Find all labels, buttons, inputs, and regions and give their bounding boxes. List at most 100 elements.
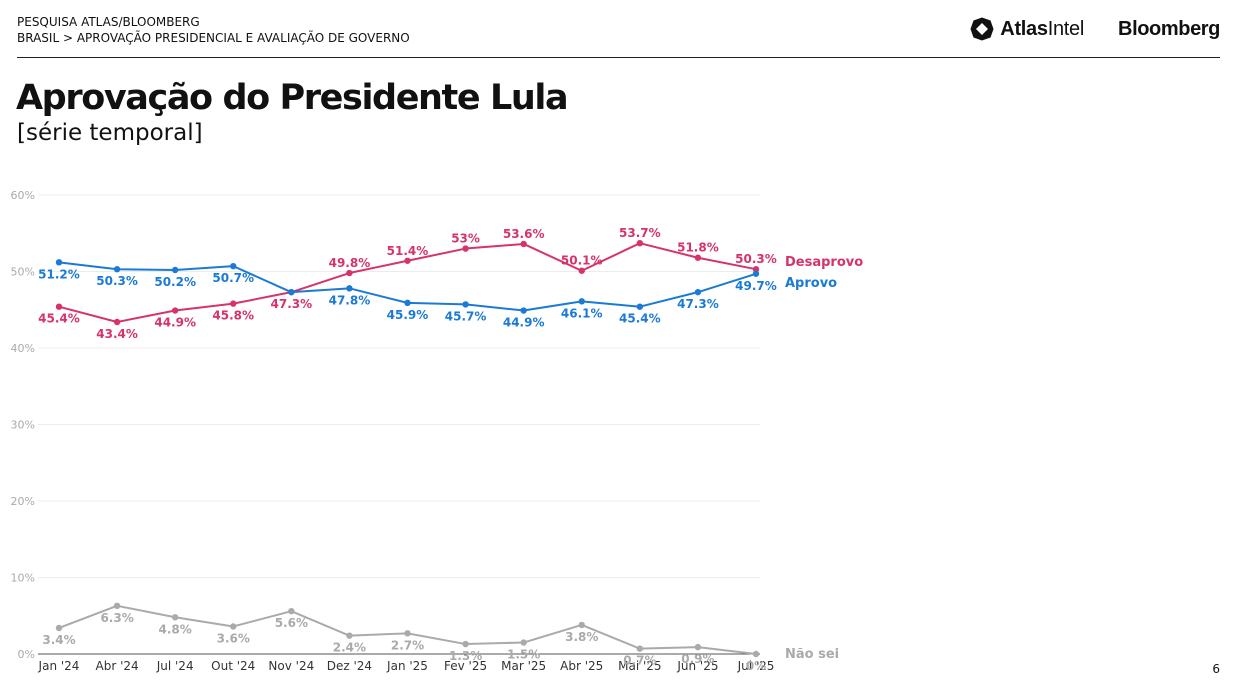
nao-sei-data-label: 4.8% <box>159 622 192 636</box>
x-tick-label: Jul '24 <box>156 659 194 673</box>
aprovo-data-label: 45.4% <box>619 312 661 326</box>
nao-sei-data-point <box>520 639 527 646</box>
desaprovo-data-label: 51.8% <box>677 241 719 255</box>
x-tick-label: Abr '24 <box>96 659 139 673</box>
x-tick-label: Nov '24 <box>268 659 314 673</box>
x-tick-label: Jul '25 <box>737 659 775 673</box>
desaprovo-data-point <box>752 266 760 273</box>
desaprovo-data-label: 43.4% <box>96 327 138 341</box>
aprovo-data-point <box>462 301 469 308</box>
nao-sei-data-label: 6.3% <box>100 611 133 625</box>
desaprovo-data-point <box>520 240 527 248</box>
x-tick-label: Out '24 <box>211 659 255 673</box>
logos: AtlasIntel Bloomberg <box>970 14 1220 44</box>
aprovo-series-label: Aprovo <box>785 276 837 291</box>
header-divider <box>17 57 1220 58</box>
aprovo-data-label: 50.3% <box>96 274 138 288</box>
aprovo-data-label: 44.9% <box>503 316 545 330</box>
aprovo-data-point <box>230 262 237 270</box>
survey-name: PESQUISA ATLAS/BLOOMBERG <box>17 15 200 29</box>
nao-sei-series-label: Não sei <box>785 647 839 662</box>
desaprovo-data-point <box>404 257 411 264</box>
desaprovo-data-label: 51.4% <box>387 244 429 258</box>
nao-sei-data-point <box>113 602 121 610</box>
desaprovo-data-point <box>113 318 121 326</box>
nao-sei-data-label: 3.6% <box>217 631 250 645</box>
aprovo-data-point <box>55 259 63 266</box>
desaprovo-data-label: 50.1% <box>561 254 603 268</box>
x-tick-label: Jun '25 <box>676 659 718 673</box>
desaprovo-data-point <box>346 269 353 277</box>
nao-sei-data-label: 1.3% <box>449 649 482 663</box>
atlasintel-logo-text: AtlasIntel <box>1000 17 1085 40</box>
desaprovo-data-point <box>171 307 179 314</box>
desaprovo-series-label: Desaprovo <box>785 255 863 270</box>
aprovo-data-point <box>520 307 527 314</box>
nao-sei-data-point <box>288 607 295 615</box>
desaprovo-data-point <box>694 254 702 261</box>
x-tick-label: Mar '25 <box>501 659 546 673</box>
x-tick-label: Dez '24 <box>327 659 372 673</box>
nao-sei-data-label: 3.4% <box>42 633 75 647</box>
aprovo-data-point <box>636 303 644 310</box>
nao-sei-data-point <box>171 614 179 621</box>
desaprovo-data-label: 53.7% <box>619 226 661 240</box>
nao-sei-data-point <box>578 621 585 629</box>
desaprovo-data-point <box>578 267 585 274</box>
aprovo-data-point <box>113 266 121 273</box>
nao-sei-data-label: 0% <box>746 659 766 673</box>
desaprovo-data-label: 45.8% <box>212 309 254 323</box>
nao-sei-data-label: 0.9% <box>681 652 714 666</box>
aprovo-data-label: 51.2% <box>38 267 80 281</box>
desaprovo-data-label: 50.3% <box>735 252 777 266</box>
breadcrumb: BRASIL > APROVAÇÃO PRESIDENCIAL E AVALIA… <box>17 31 410 45</box>
desaprovo-data-label: 49.8% <box>329 256 371 270</box>
page-number: 6 <box>1212 662 1220 676</box>
x-tick-label: Mai '25 <box>618 659 661 673</box>
x-tick-label: Jan '25 <box>386 659 428 673</box>
header-text: PESQUISA ATLAS/BLOOMBERG BRASIL > APROVA… <box>17 14 410 46</box>
aprovo-data-label: 45.7% <box>445 309 487 323</box>
atlasintel-logo: AtlasIntel <box>970 17 1084 41</box>
desaprovo-data-label: 53% <box>451 232 480 246</box>
y-tick-label: 40% <box>11 342 35 355</box>
nao-sei-data-point <box>752 650 760 658</box>
aprovo-data-label: 45.9% <box>387 308 429 322</box>
x-tick-label: Jan '24 <box>38 659 80 673</box>
desaprovo-data-point <box>230 300 237 307</box>
nao-sei-data-point <box>462 640 469 648</box>
y-tick-label: 50% <box>11 266 35 279</box>
aprovo-data-point <box>578 298 585 305</box>
y-tick-label: 60% <box>11 189 35 202</box>
chart-title: Aprovação do Presidente Lula <box>16 78 569 118</box>
atlasintel-logo-icon <box>970 17 994 41</box>
nao-sei-data-label: 2.4% <box>333 641 366 655</box>
desaprovo-data-label: 53.6% <box>503 227 545 241</box>
desaprovo-data-label: 45.4% <box>38 312 80 326</box>
aprovo-data-point <box>288 288 295 296</box>
nao-sei-data-label: 5.6% <box>275 616 308 630</box>
aprovo-data-label: 50.2% <box>154 275 196 289</box>
nao-sei-data-point <box>346 632 353 639</box>
bloomberg-logo: Bloomberg <box>1118 17 1220 40</box>
y-tick-label: 10% <box>11 572 35 585</box>
nao-sei-data-label: 2.7% <box>391 638 424 652</box>
nao-sei-data-point <box>404 630 411 637</box>
y-tick-label: 30% <box>11 419 35 432</box>
nao-sei-data-point <box>230 623 237 630</box>
aprovo-data-label: 47.8% <box>329 293 371 307</box>
chart-subtitle: [série temporal] <box>17 120 203 146</box>
aprovo-data-label: 47.3% <box>677 297 719 311</box>
desaprovo-data-point <box>462 245 469 252</box>
aprovo-data-point <box>171 266 179 274</box>
aprovo-data-label: 49.7% <box>735 279 777 293</box>
nao-sei-data-point <box>55 624 63 632</box>
desaprovo-data-point <box>636 239 644 247</box>
nao-sei-data-label: 0.7% <box>623 654 656 668</box>
desaprovo-data-label: 47.3% <box>271 297 313 311</box>
aprovo-data-point <box>694 288 702 296</box>
desaprovo-data-label: 44.9% <box>154 316 196 330</box>
nao-sei-data-label: 3.8% <box>565 630 598 644</box>
x-tick-label: Fev '25 <box>444 659 487 673</box>
